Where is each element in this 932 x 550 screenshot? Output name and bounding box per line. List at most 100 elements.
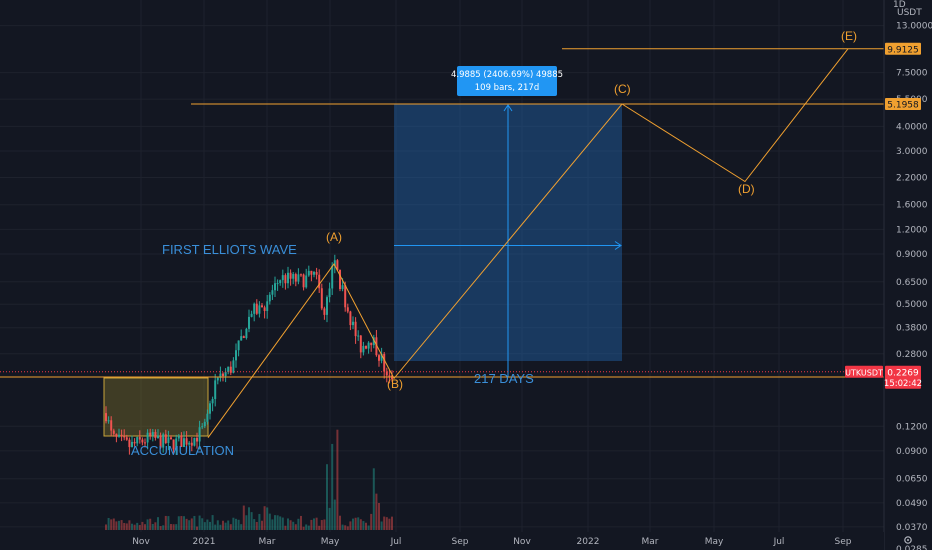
volume-bar (216, 520, 219, 530)
candle-body (136, 437, 139, 444)
symbol-tag[interactable] (845, 365, 883, 378)
volume-bar (201, 518, 204, 530)
current-price-tag[interactable] (885, 365, 921, 389)
price-axis-bg[interactable] (884, 0, 932, 550)
volume-bar (331, 443, 334, 530)
candle-body (268, 294, 271, 302)
candle-body (362, 345, 365, 353)
candle-body (175, 438, 178, 450)
candle-body (237, 340, 240, 351)
volume-bar (128, 520, 131, 530)
candle-body (112, 430, 115, 434)
time-tick-label: Sep (452, 537, 469, 547)
volume-bar (300, 515, 302, 530)
candle-body (227, 366, 230, 372)
volume-bar (248, 507, 250, 530)
volume-bar (250, 512, 253, 530)
volume-bar (305, 524, 308, 530)
candle-body (193, 437, 196, 446)
volume-bar (365, 522, 367, 530)
elliott-wave-path[interactable] (207, 48, 849, 438)
volume-bar (281, 517, 284, 530)
candle-body (141, 439, 144, 443)
time-axis-labels: Nov 2021 Mar May Jul Sep Nov 2022 Mar May Jul Sep (132, 537, 852, 547)
candle-body (255, 303, 258, 314)
candle-body (162, 434, 165, 448)
candle-body (307, 270, 310, 276)
volume-bar (110, 519, 113, 530)
candle-body (133, 441, 136, 444)
volume-bar (302, 526, 305, 530)
candle-body (313, 271, 315, 275)
candle-body (261, 305, 263, 308)
volume-bar (344, 525, 347, 530)
volume-bar (188, 520, 191, 530)
candle-body (365, 345, 367, 349)
candle-body (305, 275, 308, 288)
candle-body (170, 437, 172, 440)
wave-label-e: (E) (841, 29, 857, 43)
time-tick-label: Sep (835, 537, 852, 547)
price-tick-label: 0.2800 (896, 350, 928, 360)
candle-body (125, 437, 128, 440)
volume-bar (289, 520, 292, 530)
volume-bar (341, 524, 344, 530)
measure-label-line2: 109 bars, 217d (475, 83, 539, 93)
candle-body (211, 399, 214, 404)
volume-bar (138, 525, 141, 530)
price-tick-label: 0.0900 (896, 447, 928, 457)
volume-bar (136, 522, 139, 530)
volume-bar (268, 513, 271, 530)
price-tick-label: 0.5000 (896, 300, 928, 310)
candle-body (196, 437, 198, 442)
volume-bar (297, 518, 300, 530)
volume-bar (235, 518, 237, 530)
volume-bar (224, 522, 227, 530)
volume-bar (209, 521, 211, 530)
price-tag[interactable] (885, 42, 921, 55)
volume-bar (185, 518, 188, 530)
candle-body (326, 297, 328, 315)
horizontal-lines[interactable] (0, 48, 884, 378)
time-axis-bg[interactable] (0, 532, 884, 550)
volume-bar (326, 464, 328, 530)
price-tick-label: 0.9000 (896, 250, 928, 260)
candle-body (294, 274, 297, 282)
candle-body (120, 434, 123, 436)
volume-bar (372, 468, 375, 530)
candle-body (248, 316, 250, 329)
volume-bar (105, 524, 107, 530)
candle-body (149, 432, 152, 436)
volume-bar (266, 507, 269, 530)
candle-body (328, 288, 331, 298)
candle-body (105, 413, 107, 422)
price-tick-label: 0.3800 (896, 324, 928, 334)
time-tick-label: Jul (773, 537, 785, 547)
candle-body (110, 420, 113, 431)
candle-body (235, 350, 237, 361)
candle-body (151, 432, 154, 436)
price-tick-label: 1.2000 (896, 225, 928, 235)
volume-bar (294, 524, 297, 530)
volume-bar (118, 520, 120, 530)
wave-label-b: (B) (387, 377, 403, 391)
candle-body (372, 337, 375, 346)
volume-bar (177, 516, 180, 530)
candle-body (354, 321, 357, 337)
candle-body (336, 260, 339, 270)
candle-body (320, 288, 323, 309)
settings-icon[interactable] (904, 536, 912, 544)
volume-bar (323, 519, 326, 530)
volume-bar (193, 515, 196, 530)
price-tag[interactable] (885, 98, 921, 110)
volume-bar (206, 519, 209, 530)
volume-bar (253, 519, 256, 530)
volume-bar (164, 515, 167, 530)
candle-body (302, 274, 305, 288)
candle-body (310, 270, 313, 275)
volume-bar (120, 520, 123, 530)
volume-bar (315, 517, 318, 530)
price-tag-label: 5.1958 (887, 101, 919, 111)
